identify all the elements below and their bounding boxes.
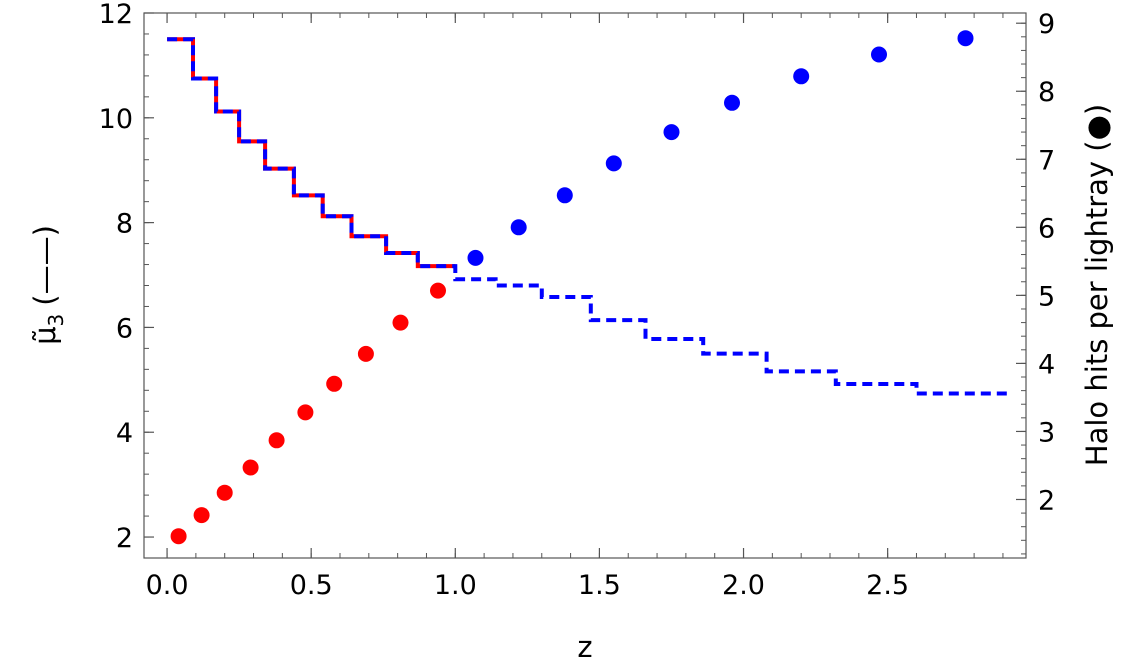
x-tick-label: 0.0 <box>146 570 189 601</box>
data-point <box>216 484 233 501</box>
y-left-tick-label: 2 <box>116 523 133 554</box>
y-left-title-subscript: 3 <box>44 314 68 327</box>
y-right-tick-label: 6 <box>1038 213 1055 244</box>
data-point <box>170 528 187 545</box>
data-point <box>510 219 527 236</box>
data-point <box>957 30 974 47</box>
series-layer <box>167 30 1009 545</box>
step-line-solid-red <box>167 37 456 269</box>
data-point <box>297 404 314 421</box>
y-right-tick-label: 2 <box>1038 485 1055 516</box>
y-left-tick-label: 10 <box>99 104 133 135</box>
y-right-tick-label: 5 <box>1038 281 1055 312</box>
y-left-tick-label: 6 <box>116 313 133 344</box>
data-point <box>268 432 285 449</box>
y-left-tick-label: 4 <box>116 418 133 449</box>
y-right-tick-label: 7 <box>1038 145 1055 176</box>
y-left-axis-title: μ̃3 (——) <box>28 225 68 345</box>
y-right-axis-title: Halo hits per lightray (●) <box>1080 104 1114 466</box>
y-left-title-suffix: (——) <box>28 225 62 306</box>
data-point <box>326 375 343 392</box>
x-tick-label: 2.0 <box>722 570 765 601</box>
y-right-tick-label: 4 <box>1038 349 1055 380</box>
data-point <box>871 46 887 63</box>
x-axis-title: z <box>577 630 592 664</box>
axes-layer: 0.0 0.5 1.0 1.5 2.0 2.5 2 4 6 8 10 12 2 3 4 5 6 7 8 9 <box>99 0 1056 601</box>
data-point <box>242 459 259 476</box>
data-point <box>793 68 810 85</box>
data-point <box>467 249 484 266</box>
step-line-dashed-blue <box>167 37 1009 396</box>
data-point <box>605 155 622 172</box>
x-tick-label: 2.5 <box>866 570 909 601</box>
y-left-title-symbol: μ̃ <box>28 326 62 344</box>
y-left-tick-label: 8 <box>116 209 133 240</box>
data-point <box>663 124 680 141</box>
y-right-tick-label: 3 <box>1038 417 1055 448</box>
data-point <box>392 314 409 331</box>
y-right-tick-label: 9 <box>1038 9 1055 40</box>
x-tick-label: 1.0 <box>434 570 477 601</box>
y-left-tick-label: 12 <box>99 0 133 30</box>
x-tick-label: 0.5 <box>290 570 333 601</box>
y-right-tick-label: 8 <box>1038 77 1055 108</box>
data-point <box>556 187 573 204</box>
x-tick-label: 1.5 <box>578 570 621 601</box>
data-point <box>357 345 374 362</box>
data-point <box>724 94 740 111</box>
data-point <box>430 282 446 299</box>
data-point <box>193 507 210 524</box>
